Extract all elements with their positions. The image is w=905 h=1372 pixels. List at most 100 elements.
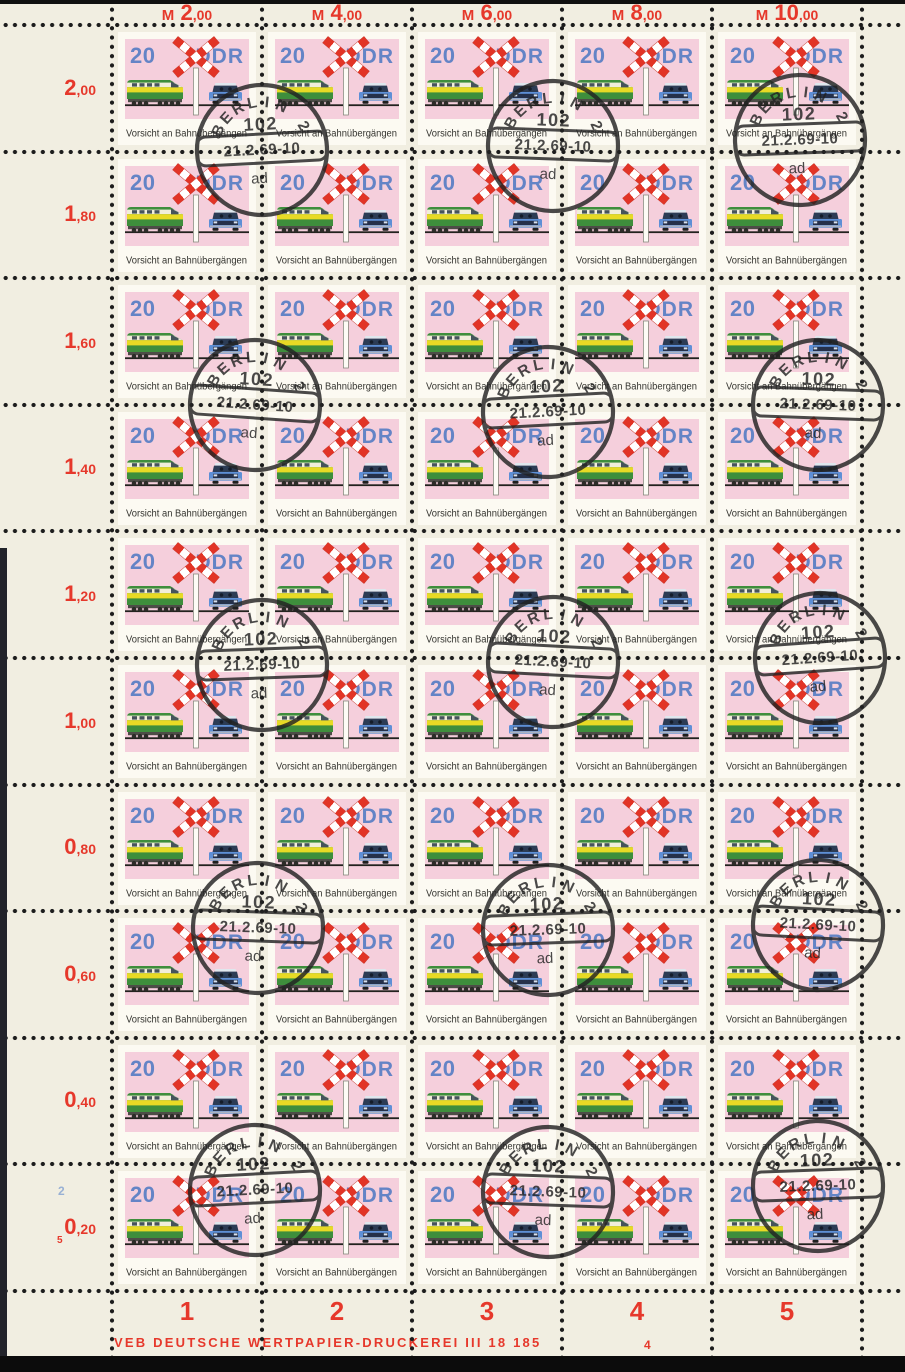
- postmark-code: 102: [537, 625, 573, 647]
- stamp-denomination: 20: [580, 1182, 605, 1207]
- stamp-caption: Vorsicht an Bahnübergängen: [126, 129, 247, 140]
- road-line: [275, 231, 399, 234]
- postmark-date: 21.2.69-10: [779, 395, 856, 415]
- label-part: ,00: [342, 7, 363, 23]
- postmark-date: 21.2.69-10: [223, 655, 300, 675]
- label-part: 0: [64, 960, 77, 986]
- stamp-caption: Vorsicht an Bahnübergängen: [276, 1268, 397, 1279]
- stamp-caption: Vorsicht an Bahnübergängen: [576, 1015, 697, 1026]
- postmark-code: 102: [529, 375, 565, 397]
- perforation-row: [0, 782, 905, 788]
- column-number-label: 5: [779, 1296, 795, 1326]
- crossing-pole: [343, 827, 349, 876]
- stamp-denomination: 20: [130, 1182, 155, 1207]
- row-total-label: 1,20: [0, 582, 96, 604]
- postmark-code: 102: [531, 1155, 566, 1176]
- road-line: [425, 610, 549, 613]
- crossing-pole: [193, 953, 199, 1002]
- svg-text:I: I: [553, 1137, 560, 1155]
- car-icon: [659, 716, 692, 737]
- road-line: [725, 231, 849, 234]
- road-line: [125, 990, 249, 993]
- postmark-date: 21.2.69-10: [779, 1176, 856, 1196]
- crossbuck-icon: [772, 1175, 820, 1217]
- car-icon: [659, 210, 692, 231]
- stamp-caption: Vorsicht an Bahnübergängen: [576, 762, 697, 773]
- svg-text:I: I: [821, 602, 827, 619]
- stamp-denomination: 20: [280, 170, 305, 195]
- stamp-denomination: 20: [130, 549, 155, 574]
- perforation-row: [0, 402, 905, 408]
- column-number-label: 4: [629, 1296, 645, 1326]
- crossing-pole: [493, 827, 499, 876]
- stamp-art: 20 DDR: [568, 918, 706, 1031]
- postmark-date: 21.2.69-10: [219, 918, 296, 938]
- locomotive-icon: [427, 713, 483, 739]
- car-icon: [509, 969, 542, 990]
- car-icon: [209, 1222, 242, 1243]
- road-line: [275, 990, 399, 993]
- stamp: 20 DDR: [418, 538, 556, 651]
- stamp-art: 20 DDR: [268, 1171, 406, 1284]
- road-line: [425, 231, 549, 234]
- crossing-pole: [643, 447, 649, 496]
- crossbuck-icon: [622, 289, 670, 331]
- perforation-column: [259, 4, 265, 1356]
- car-icon: [659, 336, 692, 357]
- crossbuck-icon: [172, 542, 220, 584]
- stamp-denomination: 20: [430, 423, 455, 448]
- stamp-caption: Vorsicht an Bahnübergängen: [726, 762, 847, 773]
- column-number-label: 2: [329, 1296, 345, 1326]
- svg-text:L: L: [785, 84, 798, 102]
- postmark-letters: ad: [240, 424, 258, 442]
- crossbuck-icon: [772, 163, 820, 205]
- stamp-art: 20 DDR: [418, 285, 556, 398]
- crossing-pole: [343, 700, 349, 749]
- postmark-date-bridge: [751, 1166, 885, 1203]
- row-total-label: 1,40: [0, 453, 96, 479]
- stamp-art: 20 DDR: [418, 792, 556, 905]
- svg-text:L: L: [806, 349, 817, 367]
- crossbuck-icon: [622, 669, 670, 711]
- locomotive-icon: [277, 80, 333, 106]
- road-line: [275, 484, 399, 487]
- locomotive-icon: [127, 586, 183, 612]
- stamp-caption: Vorsicht an Bahnübergängen: [726, 635, 847, 646]
- svg-text:L: L: [536, 1136, 547, 1154]
- stamp-caption: Vorsicht an Bahnübergängen: [276, 762, 397, 773]
- stamp-denomination: 20: [730, 803, 755, 828]
- stamp: 20 DDR: [418, 665, 556, 778]
- crossbuck-icon: [772, 669, 820, 711]
- stamp-caption: Vorsicht an Bahnübergängen: [126, 889, 247, 900]
- crossing-pole: [643, 953, 649, 1002]
- stamp-denomination: 20: [430, 803, 455, 828]
- stamp-art: 20 DDR: [118, 285, 256, 398]
- crossing-pole: [343, 1206, 349, 1255]
- label-part: M: [461, 7, 481, 24]
- road-line: [425, 990, 549, 993]
- road-line: [725, 1117, 849, 1120]
- label-part: ,40: [76, 460, 96, 477]
- crossbuck-icon: [622, 36, 670, 78]
- svg-text:I: I: [551, 874, 557, 891]
- road-line: [125, 484, 249, 487]
- crossbuck-icon: [322, 922, 370, 964]
- column-total-label: M 2,00: [162, 2, 212, 24]
- road-line: [425, 864, 549, 867]
- postmark-letters: ad: [539, 681, 557, 699]
- label-part: 1: [64, 707, 77, 733]
- label-part: 1: [64, 453, 77, 479]
- stamp: 20 DDR: [118, 1171, 256, 1284]
- crossbuck-icon: [622, 1175, 670, 1217]
- postmark-code: 102: [800, 621, 836, 643]
- stamp-denomination: 20: [430, 170, 455, 195]
- road-line: [125, 357, 249, 360]
- stamp-caption: Vorsicht an Bahnübergängen: [276, 889, 397, 900]
